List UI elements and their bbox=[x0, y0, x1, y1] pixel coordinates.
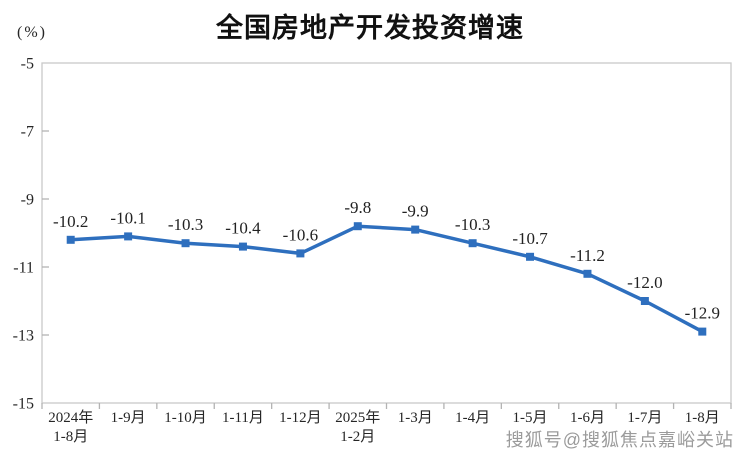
data-label: -11.2 bbox=[570, 246, 605, 265]
data-point-marker bbox=[66, 235, 75, 244]
x-tick-label: 1-5月 bbox=[513, 410, 548, 426]
y-tick-label: -9 bbox=[21, 192, 34, 209]
data-point-marker bbox=[124, 232, 133, 241]
y-tick-label: -7 bbox=[21, 124, 34, 141]
data-point-marker bbox=[181, 239, 190, 248]
x-tick-label: 1-12月 bbox=[279, 410, 322, 426]
data-label: -9.8 bbox=[344, 198, 371, 217]
watermark: 搜狐号@搜狐焦点嘉峪关站 bbox=[505, 430, 734, 450]
data-label: -10.7 bbox=[512, 229, 548, 248]
data-label: -12.9 bbox=[685, 304, 720, 323]
x-tick-label: 1-3月 bbox=[398, 410, 433, 426]
plot-border bbox=[41, 62, 732, 404]
x-tick-label: 1-7月 bbox=[627, 410, 662, 426]
chart-title: 全国房地产开发投资增速 bbox=[216, 13, 524, 43]
x-tick-label: 1-10月 bbox=[164, 410, 207, 426]
data-label: -10.3 bbox=[455, 215, 490, 234]
x-tick-label: 2024年 bbox=[48, 409, 93, 426]
data-point-marker bbox=[238, 242, 247, 251]
y-tick-label: -5 bbox=[21, 56, 34, 73]
data-label: -10.4 bbox=[225, 219, 261, 238]
series-line bbox=[68, 224, 705, 334]
data-point-marker bbox=[411, 225, 420, 234]
x-tick-label: 1-8月 bbox=[53, 429, 88, 445]
y-axis-unit-label: (%) bbox=[17, 24, 47, 41]
data-point-marker bbox=[698, 327, 707, 336]
data-label: -10.2 bbox=[53, 212, 88, 231]
y-tick-label: -15 bbox=[13, 396, 34, 413]
x-tick-label: 2025年 bbox=[335, 409, 380, 426]
data-point-marker bbox=[583, 269, 592, 278]
data-label: -12.0 bbox=[627, 273, 662, 292]
data-point-marker bbox=[640, 297, 649, 305]
y-tick-label: -13 bbox=[13, 328, 34, 345]
data-point-marker bbox=[526, 252, 535, 261]
data-point-marker bbox=[296, 249, 305, 258]
x-tick-label: 1-4月 bbox=[455, 410, 490, 426]
data-label: -10.3 bbox=[168, 215, 203, 234]
data-label: -9.9 bbox=[402, 202, 429, 221]
data-point-marker bbox=[468, 239, 477, 248]
data-label: -10.6 bbox=[283, 225, 318, 244]
x-tick-label: 1-8月 bbox=[685, 410, 720, 426]
data-label: -10.1 bbox=[110, 208, 145, 227]
x-tick-label: 1-11月 bbox=[222, 410, 264, 426]
y-tick-label: -11 bbox=[13, 260, 34, 277]
x-tick-label: 1-2月 bbox=[340, 429, 375, 445]
x-tick-label: 1-9月 bbox=[111, 410, 146, 426]
x-tick-label: 1-6月 bbox=[570, 410, 605, 426]
data-point-marker bbox=[353, 222, 362, 231]
